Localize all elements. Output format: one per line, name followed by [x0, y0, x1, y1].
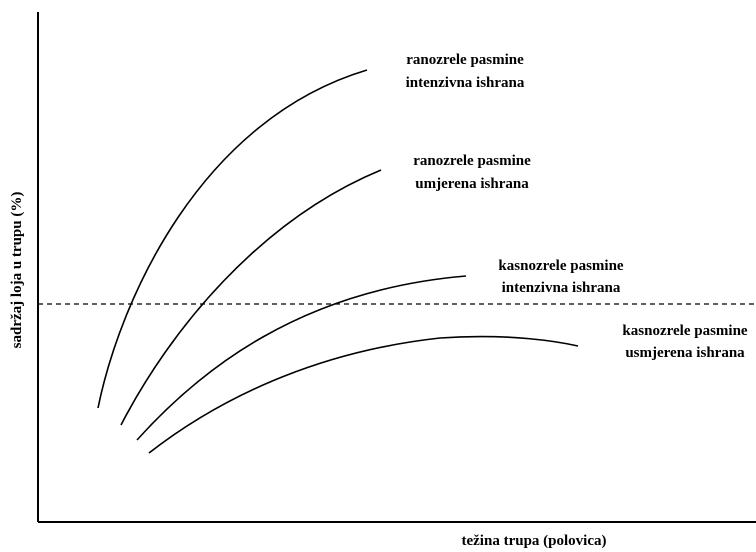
curve	[120, 169, 382, 426]
curve-label: intenzivna ishrana	[406, 75, 525, 91]
curve-label: ranozrele pasmine	[406, 52, 524, 68]
curve-label: kasnozrele pasmine	[498, 258, 623, 274]
x-axis-label: težina trupa (polovica)	[462, 533, 607, 549]
curve-label: kasnozrele pasmine	[622, 323, 747, 339]
curve	[148, 335, 579, 454]
curve	[97, 69, 368, 409]
curve-label: intenzivna ishrana	[502, 280, 621, 296]
curve-label: ranozrele pasmine	[413, 153, 531, 169]
curve	[136, 275, 467, 441]
curve-label: umjerena ishrana	[415, 176, 529, 192]
curve-label: usmjerena ishrana	[625, 345, 745, 361]
y-axis-label: sadržaj loja u trupu (%)	[9, 192, 25, 349]
